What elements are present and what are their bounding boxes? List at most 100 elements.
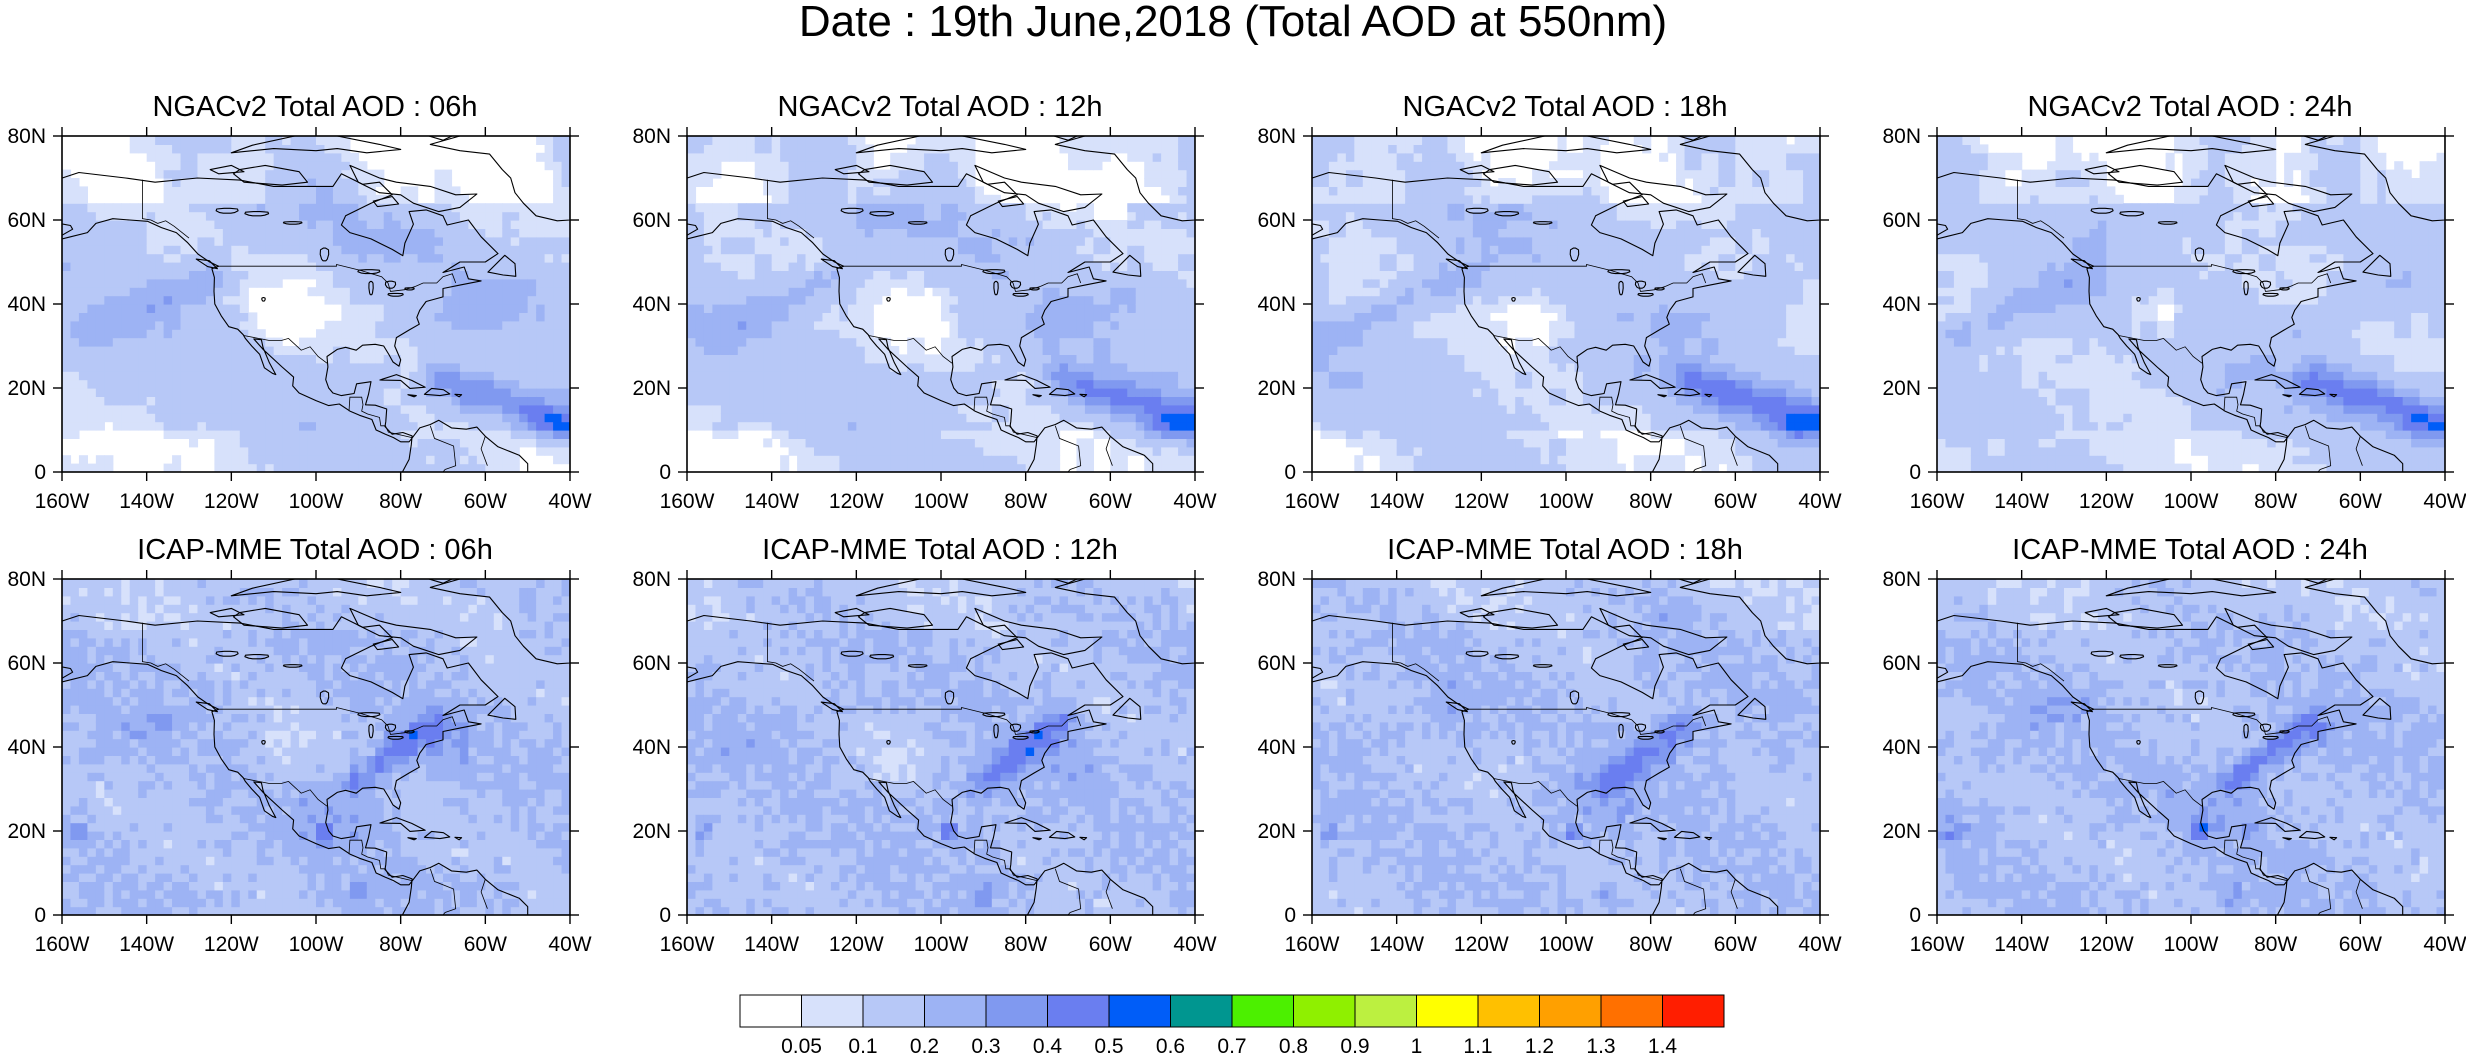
- x-tick-label: 160W: [660, 933, 715, 956]
- colorbar-label: 0.1: [848, 1035, 877, 1056]
- colorbar-swatch: [1539, 994, 1602, 1028]
- panel-title: NGACv2 Total AOD : 24h: [2027, 91, 2353, 123]
- colorbar-label: 1.1: [1463, 1035, 1492, 1056]
- panel-ngac-06h: NGACv2 Total AOD : 06h 160W 140W 120W 100W 8…: [0, 92, 620, 562]
- x-tick-label: 100W: [914, 933, 969, 956]
- x-tick-label: 60W: [1714, 933, 1757, 956]
- coastlines: [1312, 579, 1820, 915]
- political-borders: [1392, 622, 1738, 915]
- x-tick-label: 140W: [1369, 490, 1424, 513]
- y-tick-label: 40N: [1882, 736, 1921, 759]
- colorbar-label: 0.5: [1094, 1035, 1123, 1056]
- x-tick-label: 100W: [1539, 933, 1594, 956]
- coastlines: [687, 136, 1195, 472]
- panel-title: ICAP-MME Total AOD : 06h: [137, 534, 493, 566]
- panel-icap-12h: ICAP-MME Total AOD : 12h 160W 140W 120W 100…: [625, 535, 1245, 1005]
- x-tick-label: 60W: [1714, 490, 1757, 513]
- y-tick-label: 0: [659, 904, 671, 927]
- colorbar-swatch: [1477, 994, 1540, 1028]
- aod-field: [62, 579, 570, 915]
- x-tick-label: 60W: [464, 933, 507, 956]
- x-tick-label: 160W: [1285, 490, 1340, 513]
- x-tick-label: 120W: [2079, 490, 2134, 513]
- y-tick-label: 20N: [1882, 820, 1921, 843]
- panel-title: ICAP-MME Total AOD : 18h: [1387, 534, 1743, 566]
- y-tick-label: 80N: [7, 125, 46, 148]
- x-tick-label: 40W: [548, 933, 591, 956]
- x-tick-label: 120W: [204, 490, 259, 513]
- colorbar: 0.05 0.1 0.2 0.3 0.4 0.5 0.6 0.7 0.8 0.9 1 1.1 1.2 1.…: [739, 994, 1725, 1056]
- map-plot: 160W 140W 120W 100W 80W 60W 40W 0 20N 40N 60N 80N: [632, 568, 1216, 956]
- panel-title: NGACv2 Total AOD : 18h: [1402, 91, 1728, 123]
- x-tick-label: 100W: [2164, 933, 2219, 956]
- main-title: Date : 19th June,2018 (Total AOD at 550n…: [798, 0, 1668, 46]
- x-tick-label: 160W: [35, 933, 90, 956]
- x-tick-label: 80W: [1004, 933, 1047, 956]
- x-tick-label: 80W: [379, 933, 422, 956]
- map-plot: 160W 140W 120W 100W 80W 60W 40W 0 20N 40N 60N 80N: [1257, 568, 1841, 956]
- x-tick-label: 60W: [2339, 490, 2382, 513]
- y-tick-label: 60N: [632, 652, 671, 675]
- x-tick-label: 40W: [1798, 933, 1841, 956]
- colorbar-swatch: [1170, 994, 1233, 1028]
- x-tick-label: 140W: [119, 490, 174, 513]
- aod-field: [687, 136, 1195, 472]
- y-tick-label: 80N: [1257, 125, 1296, 148]
- panel-ngac-24h: NGACv2 Total AOD : 24h 160W 140W 120W 100W 8…: [1875, 92, 2466, 562]
- x-tick-label: 80W: [1629, 490, 1672, 513]
- colorbar-swatch: [1662, 994, 1725, 1028]
- x-tick-label: 120W: [2079, 933, 2134, 956]
- x-tick-label: 40W: [1798, 490, 1841, 513]
- panel-title: NGACv2 Total AOD : 06h: [152, 91, 478, 123]
- y-tick-label: 60N: [1257, 209, 1296, 232]
- x-tick-label: 60W: [464, 490, 507, 513]
- x-tick-label: 60W: [1089, 933, 1132, 956]
- x-tick-label: 60W: [2339, 933, 2382, 956]
- aod-field: [1312, 579, 1820, 915]
- y-tick-label: 0: [34, 461, 46, 484]
- coastlines: [687, 579, 1195, 915]
- y-tick-label: 0: [1909, 904, 1921, 927]
- x-tick-label: 160W: [660, 490, 715, 513]
- political-borders: [142, 179, 488, 472]
- y-tick-label: 60N: [1882, 652, 1921, 675]
- coastlines: [62, 136, 570, 472]
- y-tick-label: 40N: [632, 736, 671, 759]
- colorbar-label: 1: [1411, 1035, 1423, 1056]
- colorbar-swatch: [1047, 994, 1110, 1028]
- colorbar-label: 1.3: [1586, 1035, 1615, 1056]
- y-tick-label: 80N: [1882, 125, 1921, 148]
- y-tick-label: 0: [1909, 461, 1921, 484]
- y-tick-label: 80N: [1257, 568, 1296, 591]
- x-tick-label: 140W: [1369, 933, 1424, 956]
- y-tick-label: 80N: [632, 568, 671, 591]
- map-plot: 160W 140W 120W 100W 80W 60W 40W 0 20N 40N 60N 80N: [632, 125, 1216, 513]
- y-tick-label: 0: [1284, 904, 1296, 927]
- y-tick-label: 80N: [7, 568, 46, 591]
- aod-field: [1937, 136, 2445, 472]
- x-tick-label: 100W: [914, 490, 969, 513]
- map-plot: 160W 140W 120W 100W 80W 60W 40W 0 20N 40N 60N 80N: [7, 568, 591, 956]
- x-tick-label: 40W: [548, 490, 591, 513]
- political-borders: [1392, 179, 1738, 472]
- colorbar-label: 0.8: [1279, 1035, 1308, 1056]
- x-tick-label: 120W: [829, 490, 884, 513]
- x-tick-label: 140W: [1994, 933, 2049, 956]
- y-tick-label: 40N: [7, 736, 46, 759]
- y-tick-label: 60N: [7, 209, 46, 232]
- y-tick-label: 80N: [632, 125, 671, 148]
- y-tick-label: 60N: [7, 652, 46, 675]
- aod-field: [687, 579, 1195, 915]
- y-tick-label: 20N: [1257, 820, 1296, 843]
- panel-icap-18h: ICAP-MME Total AOD : 18h 160W 140W 120W 100…: [1250, 535, 1870, 1005]
- x-tick-label: 120W: [204, 933, 259, 956]
- panel-title: ICAP-MME Total AOD : 24h: [2012, 534, 2368, 566]
- y-tick-label: 40N: [632, 293, 671, 316]
- y-tick-label: 20N: [632, 820, 671, 843]
- colorbar-swatch: [985, 994, 1048, 1028]
- x-tick-label: 80W: [379, 490, 422, 513]
- x-tick-label: 80W: [1629, 933, 1672, 956]
- colorbar-swatch: [1600, 994, 1663, 1028]
- colorbar-label: 0.7: [1217, 1035, 1246, 1056]
- colorbar-label: 0.05: [781, 1035, 822, 1056]
